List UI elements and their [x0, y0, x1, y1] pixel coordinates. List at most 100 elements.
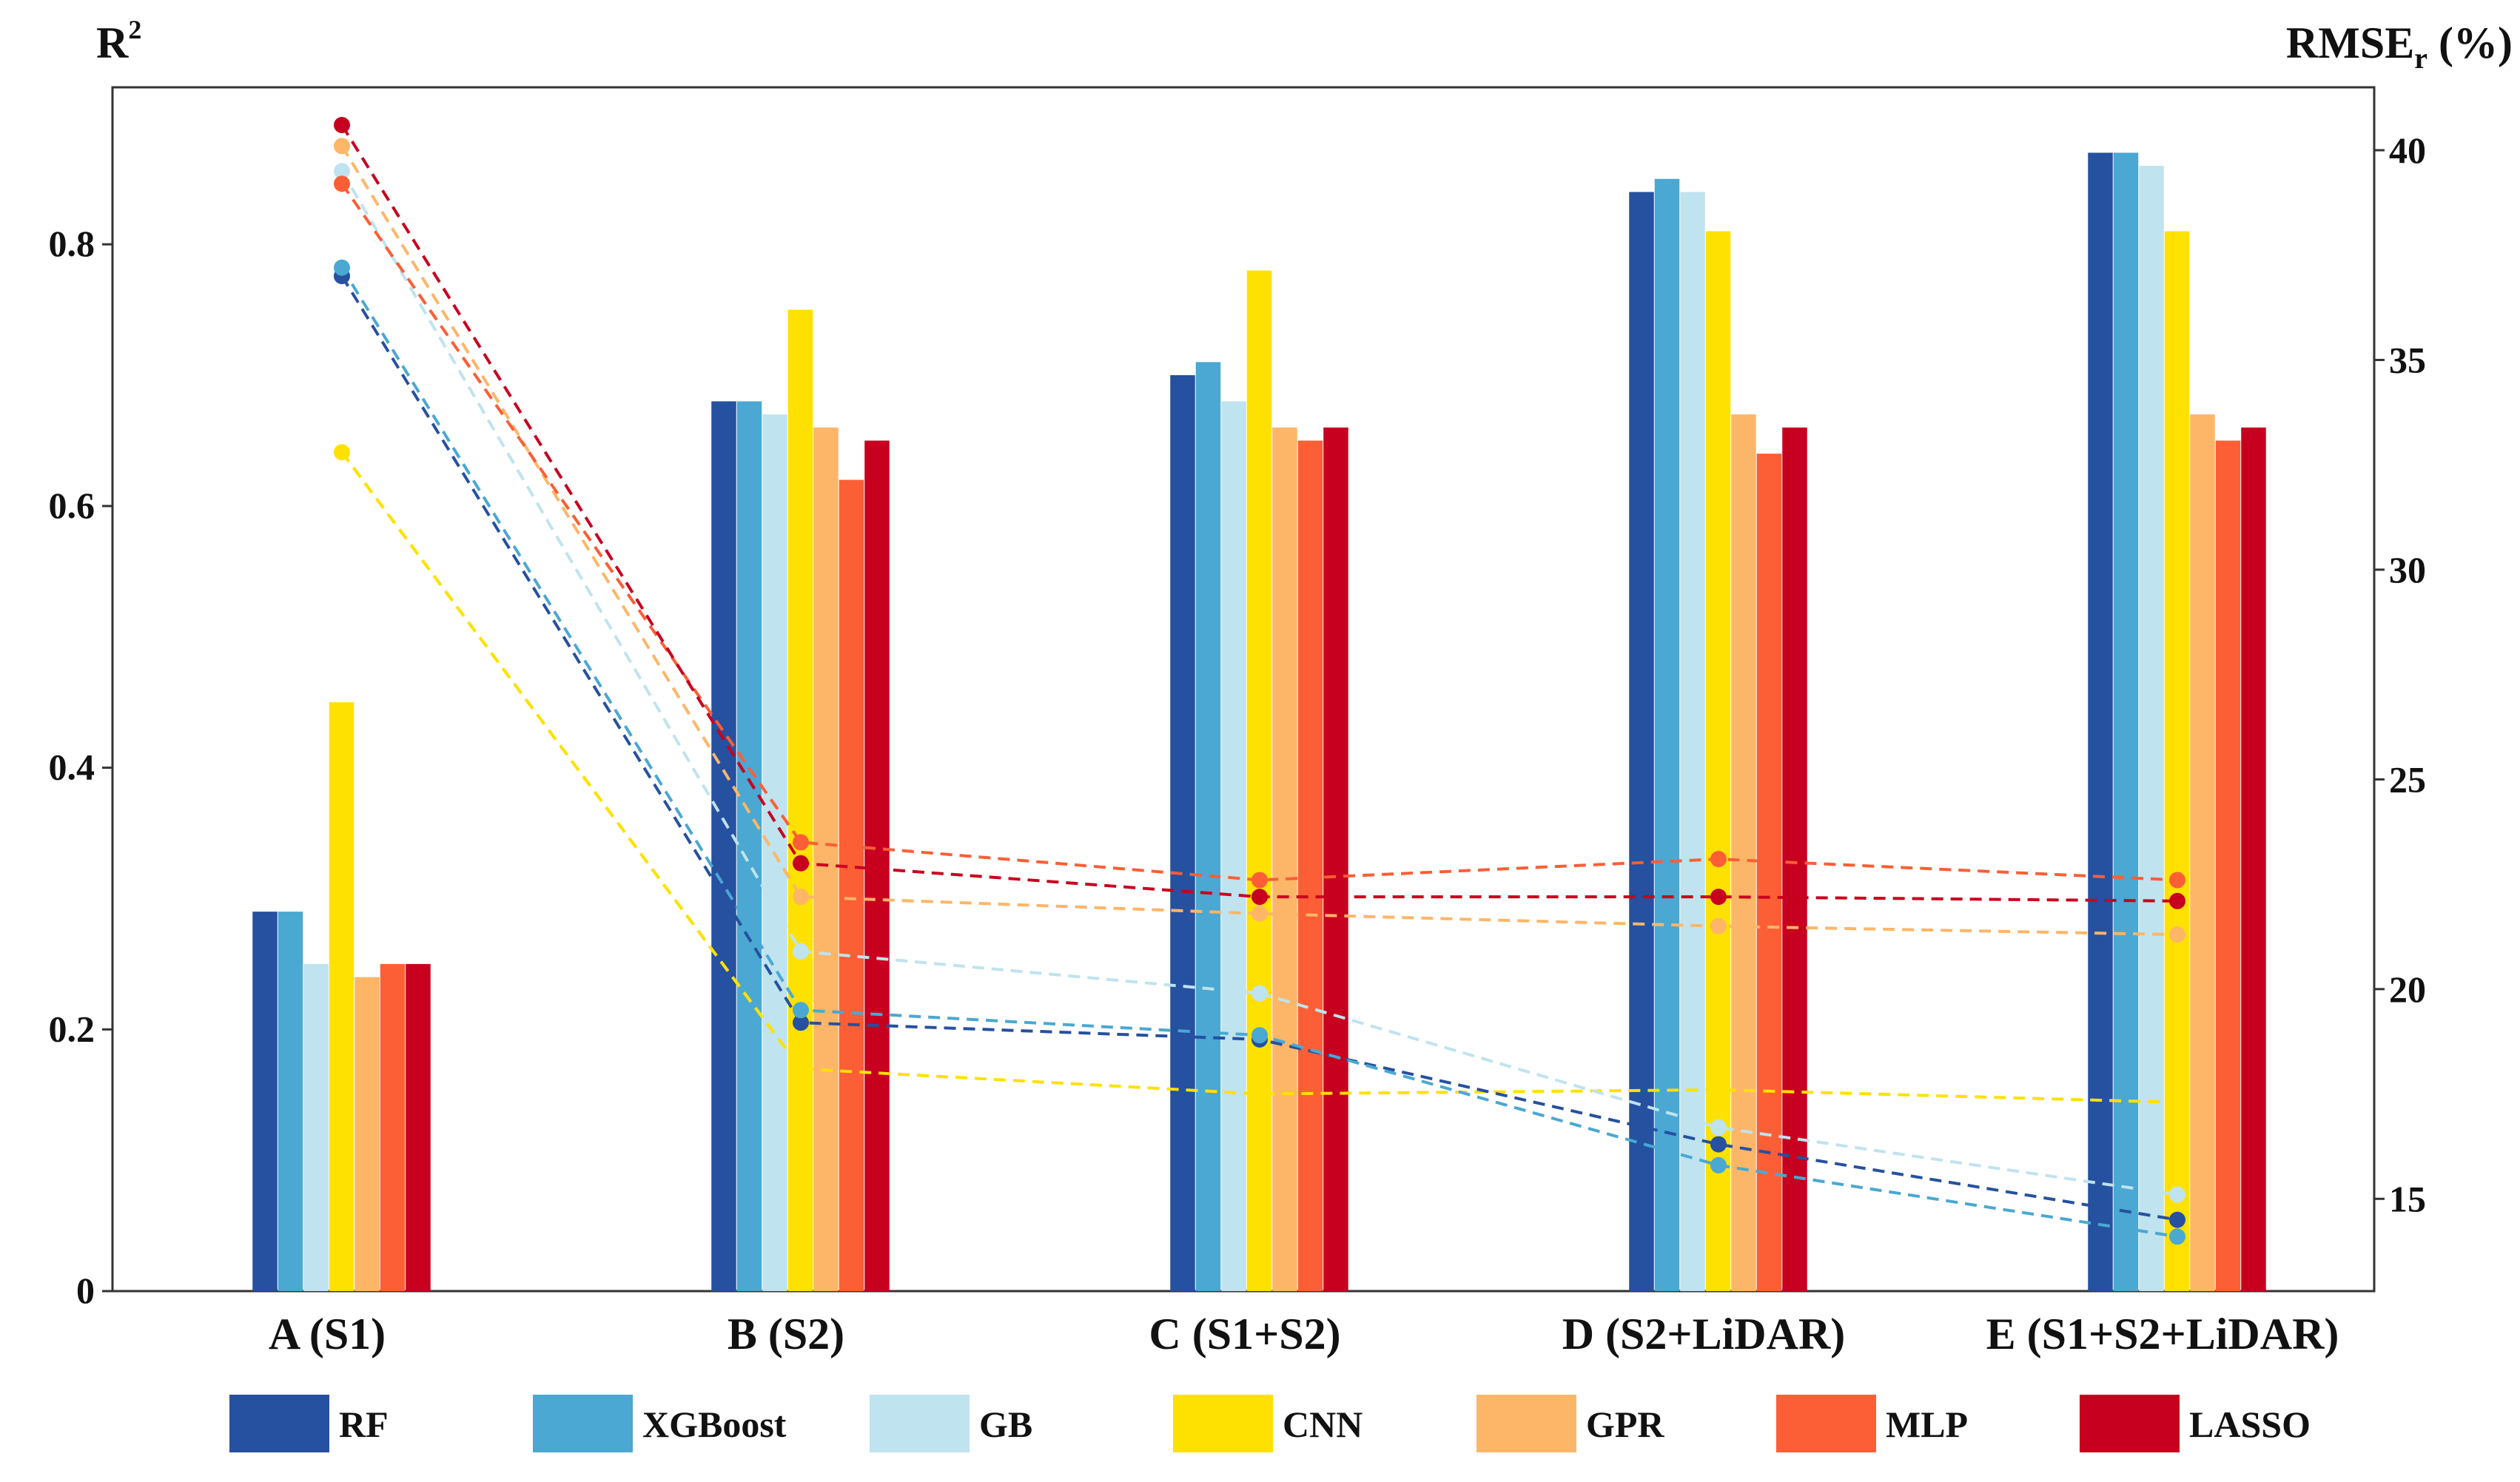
bar-gb-4	[2139, 166, 2164, 1292]
right-tick-label-3: 30	[2389, 549, 2426, 590]
bar-lasso-0	[406, 963, 431, 1291]
right-axis-title-sub: r	[2414, 41, 2427, 75]
rmse-point-mlp-0	[334, 175, 350, 192]
category-label-4: E (S1+S2+LiDAR)	[1986, 1310, 2339, 1358]
bar-gpr-2	[1272, 427, 1297, 1291]
rmse-point-mlp-1	[793, 834, 809, 851]
rmse-point-xgboost-3	[1710, 1156, 1727, 1173]
bar-xgboost-1	[736, 401, 762, 1291]
bar-gpr-3	[1731, 414, 1756, 1291]
legend-swatch-gb	[870, 1395, 970, 1452]
bar-cnn-1	[787, 309, 813, 1291]
bar-lasso-3	[1782, 427, 1807, 1291]
left-axis-title: R2	[96, 15, 141, 67]
rmse-point-gb-2	[1251, 985, 1268, 1002]
rmse-point-gpr-0	[334, 138, 350, 155]
legend-swatch-mlp	[1776, 1395, 1876, 1452]
left-tick-label-4: 0.8	[49, 223, 95, 264]
rmse-point-xgboost-0	[334, 259, 350, 276]
rmse-point-xgboost-2	[1251, 1027, 1268, 1044]
bar-cnn-4	[2164, 231, 2190, 1292]
legend-label-gb: GB	[979, 1404, 1032, 1445]
right-axis-title-tail: (%)	[2427, 18, 2513, 67]
left-tick-label-2: 0.4	[49, 747, 95, 788]
bar-lasso-1	[864, 440, 890, 1291]
rmse-point-xgboost-1	[793, 1002, 809, 1019]
rmse-point-mlp-3	[1710, 851, 1727, 868]
left-tick-label-1: 0.2	[49, 1008, 95, 1049]
left-axis-title-sup: 2	[128, 15, 141, 44]
bar-gb-3	[1680, 192, 1705, 1291]
legend-swatch-lasso	[2080, 1395, 2180, 1452]
bar-gb-0	[303, 963, 329, 1291]
category-label-1: B (S2)	[728, 1310, 844, 1358]
bar-xgboost-3	[1654, 178, 1680, 1292]
legend-label-lasso: LASSO	[2189, 1404, 2311, 1445]
right-tick-label-1: 20	[2389, 969, 2426, 1010]
rmse-point-cnn-0	[334, 444, 350, 461]
rmse-point-xgboost-4	[2169, 1228, 2185, 1245]
right-tick-label-0: 15	[2389, 1178, 2426, 1219]
left-tick-label-3: 0.6	[49, 485, 95, 526]
rmse-line-cnn	[340, 451, 802, 1070]
rmse-point-gpr-2	[1251, 905, 1268, 922]
bar-rf-4	[2088, 152, 2113, 1291]
legend: RF XGBoost GB CNN GPR MLP LASSO	[229, 1395, 2311, 1452]
bar-cnn-0	[329, 702, 355, 1291]
bar-gpr-4	[2190, 414, 2215, 1291]
rmse-point-mlp-2	[1251, 872, 1268, 889]
bar-gpr-1	[813, 427, 839, 1291]
bar-mlp-3	[1756, 454, 1782, 1292]
legend-label-xgboost: XGBoost	[642, 1404, 787, 1445]
axis-layer: 0 0.2 0.4 0.6 0.8 15 20 25 30 35 40 A (S1) B (S2) C (…	[49, 129, 2427, 1358]
right-axis-title: RMSEr (%)	[2286, 18, 2513, 75]
rmse-point-rf-1	[793, 1014, 809, 1031]
rmse-line-gb	[340, 170, 2178, 1196]
right-axis-title-main: RMSE	[2286, 18, 2414, 67]
bar-rf-1	[711, 401, 736, 1291]
bar-layer	[252, 152, 2266, 1292]
rmse-point-gpr-1	[793, 889, 809, 906]
rmse-point-gb-4	[2169, 1186, 2185, 1203]
bar-cnn-2	[1246, 270, 1272, 1292]
bar-xgboost-2	[1195, 362, 1221, 1292]
legend-swatch-cnn	[1173, 1395, 1273, 1452]
rmse-point-gb-1	[793, 943, 809, 960]
rmse-point-mlp-4	[2169, 872, 2185, 889]
bar-xgboost-0	[278, 912, 303, 1291]
bar-xgboost-4	[2113, 152, 2139, 1291]
legend-swatch-rf	[229, 1395, 329, 1452]
bar-lasso-4	[2241, 427, 2266, 1291]
point-layer	[334, 117, 2185, 1245]
bar-mlp-4	[2215, 440, 2241, 1291]
rmse-point-gb-3	[1710, 1119, 1727, 1136]
right-tick-label-5: 40	[2389, 129, 2426, 171]
bar-rf-2	[1170, 375, 1195, 1292]
rmse-point-gb-0	[334, 163, 350, 180]
rmse-point-lasso-3	[1710, 889, 1727, 906]
rmse-point-lasso-1	[793, 855, 809, 872]
rmse-line-mlp	[340, 183, 2178, 882]
left-tick-label-0: 0	[76, 1270, 95, 1311]
bar-mlp-1	[839, 479, 864, 1291]
bar-mlp-2	[1297, 440, 1323, 1291]
bar-cnn-3	[1705, 231, 1731, 1292]
right-tick-label-4: 35	[2389, 339, 2426, 380]
bar-mlp-0	[380, 963, 406, 1291]
rmse-point-gpr-3	[1710, 917, 1727, 934]
bar-lasso-2	[1323, 427, 1348, 1291]
rmse-point-lasso-2	[1251, 889, 1268, 906]
legend-label-cnn: CNN	[1283, 1404, 1363, 1445]
legend-swatch-gpr	[1476, 1395, 1576, 1452]
legend-label-gpr: GPR	[1586, 1404, 1664, 1445]
legend-swatch-xgboost	[533, 1395, 633, 1452]
right-tick-label-2: 25	[2389, 758, 2426, 800]
category-label-2: C (S1+S2)	[1149, 1310, 1340, 1358]
category-label-3: D (S2+LiDAR)	[1562, 1310, 1846, 1358]
category-label-0: A (S1)	[269, 1310, 386, 1358]
legend-label-mlp: MLP	[1886, 1404, 1968, 1445]
bar-rf-0	[252, 912, 278, 1291]
rmse-point-gpr-4	[2169, 926, 2185, 943]
rmse-point-lasso-0	[334, 117, 350, 134]
rmse-point-cnn-1	[793, 1060, 809, 1077]
